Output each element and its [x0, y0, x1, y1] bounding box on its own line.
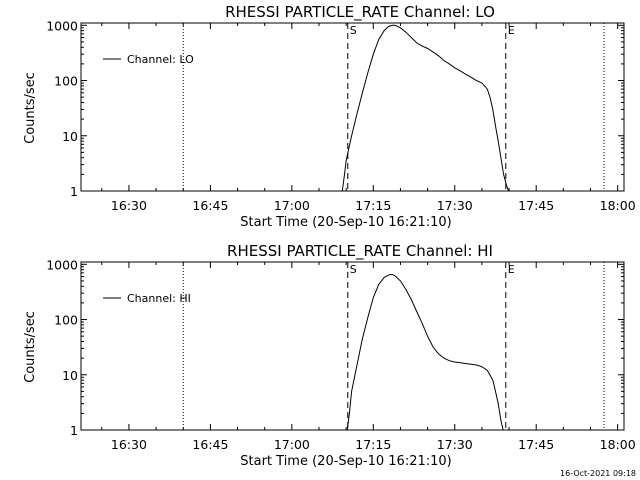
- marker-label: E: [508, 263, 515, 276]
- x-axis-ticks: 16:30 16:45 17:00 17:15 17:30 17:45 18:00: [101, 23, 636, 213]
- generation-timestamp: 16-Oct-2021 09:18: [560, 469, 636, 478]
- y-tick-label: 1000: [46, 18, 78, 33]
- legend-label: Channel: HI: [127, 292, 191, 305]
- chart-title: RHESSI PARTICLE_RATE Channel: LO: [225, 3, 495, 22]
- x-tick-label: 17:30: [437, 437, 473, 452]
- y-axis-ticks: 1 10 100 1000: [46, 257, 624, 438]
- x-tick-label: 16:30: [111, 198, 147, 213]
- x-tick-label: 18:00: [600, 198, 636, 213]
- chart-title: RHESSI PARTICLE_RATE Channel: HI: [227, 242, 493, 261]
- x-tick-label: 16:30: [111, 437, 147, 452]
- plot-border: [80, 261, 625, 431]
- x-tick-label: 17:45: [518, 198, 554, 213]
- series-line: [346, 274, 504, 431]
- y-axis-ticks: 1 10 100 1000: [46, 18, 624, 199]
- marker-label: E: [508, 24, 515, 37]
- series-lines: [341, 24, 509, 192]
- marker-label: S: [350, 263, 357, 276]
- marker-label: S: [350, 24, 357, 37]
- y-axis-label: Counts/sec: [23, 72, 38, 144]
- plot-frame: [80, 261, 625, 431]
- y-tick-label: 10: [62, 368, 78, 383]
- x-tick-label: 17:00: [274, 198, 310, 213]
- x-tick-label: 16:45: [192, 437, 228, 452]
- dotted-lines: [182, 262, 605, 430]
- legend: Channel: HI: [103, 292, 191, 305]
- x-axis-label: Start Time (20-Sep-10 16:21:10): [240, 454, 451, 469]
- y-axis-label: Counts/sec: [23, 311, 38, 383]
- x-tick-label: 17:30: [437, 198, 473, 213]
- y-tick-label: 100: [54, 313, 78, 328]
- series-line: [341, 24, 509, 192]
- x-tick-label: 17:00: [274, 437, 310, 452]
- dotted-lines: [182, 23, 605, 191]
- series-lines: [346, 274, 504, 431]
- y-tick-label: 10: [62, 129, 78, 144]
- x-tick-label: 17:45: [518, 437, 554, 452]
- x-tick-label: 17:15: [355, 198, 391, 213]
- x-axis-ticks: 16:30 16:45 17:00 17:15 17:30 17:45 18:00: [101, 262, 636, 452]
- y-tick-label: 100: [54, 74, 78, 89]
- plot-border: [80, 22, 625, 192]
- y-tick-label: 1: [70, 184, 78, 199]
- x-tick-label: 16:45: [192, 198, 228, 213]
- y-tick-label: 1000: [46, 257, 78, 272]
- x-tick-label: 17:15: [355, 437, 391, 452]
- y-tick-label: 1: [70, 423, 78, 438]
- plot-frame: [80, 22, 625, 192]
- x-axis-label: Start Time (20-Sep-10 16:21:10): [240, 215, 451, 230]
- legend-label: Channel: LO: [127, 53, 194, 66]
- x-tick-label: 18:00: [600, 437, 636, 452]
- legend: Channel: LO: [103, 53, 194, 66]
